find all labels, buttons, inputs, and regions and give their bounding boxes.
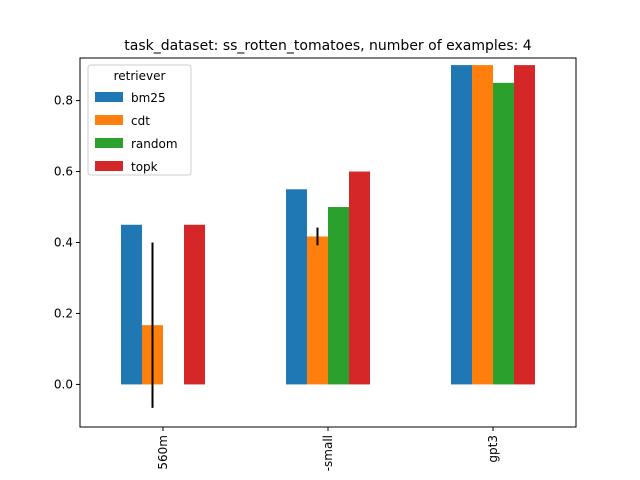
bar-bm25--small	[286, 189, 307, 385]
legend-swatch-cdt	[95, 115, 123, 125]
x-tick-label: 560m	[156, 435, 170, 470]
legend-label-cdt: cdt	[131, 114, 150, 128]
y-tick-label: 0.2	[54, 306, 73, 320]
legend-label-random: random	[131, 137, 178, 151]
y-tick-label: 0.0	[54, 377, 73, 391]
plot-area: 0.0 0.2 0.4 0.6 0.8 560m -small gpt3	[54, 57, 577, 471]
bar-topk-gpt3	[514, 65, 535, 385]
bar-cdt--small	[307, 236, 328, 385]
legend-label-bm25: bm25	[131, 91, 166, 105]
y-tick-label: 0.8	[54, 94, 73, 108]
bar-topk--small	[349, 171, 370, 385]
bar-random-gpt3	[493, 82, 514, 385]
bar-random--small	[328, 207, 349, 385]
x-tick-label: gpt3	[486, 435, 500, 463]
y-tick-label: 0.4	[54, 236, 73, 250]
bar-cdt-gpt3	[472, 65, 493, 385]
legend: retriever bm25 cdt random topk	[87, 64, 192, 176]
bar-bm25-gpt3	[451, 65, 472, 385]
x-tick-label: -small	[321, 435, 335, 471]
legend-swatch-random	[95, 138, 123, 148]
legend-title: retriever	[114, 69, 166, 83]
bar-bm25-560m	[121, 224, 142, 385]
legend-swatch-bm25	[95, 92, 123, 102]
chart-title: task_dataset: ss_rotten_tomatoes, number…	[124, 38, 532, 54]
legend-swatch-topk	[95, 161, 123, 171]
y-tick-label: 0.6	[54, 165, 73, 179]
legend-label-topk: topk	[131, 160, 158, 174]
bar-topk-560m	[184, 224, 205, 385]
